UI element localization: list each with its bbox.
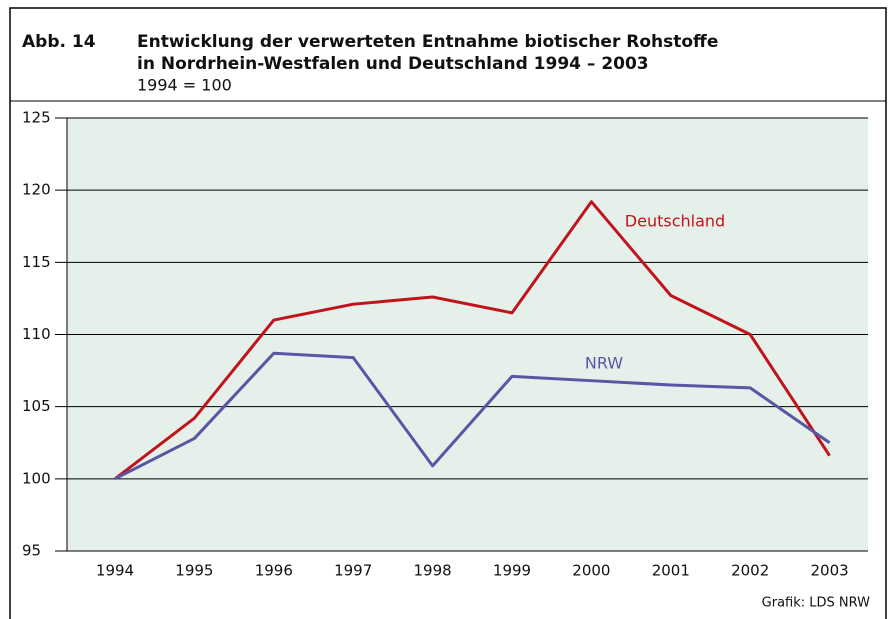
frame xyxy=(9,7,887,619)
figure-label: Abb. 14 xyxy=(22,32,96,52)
x-tick-label: 2002 xyxy=(731,562,769,580)
x-tick-label: 1994 xyxy=(96,562,134,580)
chart-subtitle: 1994 = 100 xyxy=(137,76,232,95)
y-tick-label: 120 xyxy=(22,181,51,199)
x-tick-label: 1998 xyxy=(414,562,452,580)
x-tick-label: 1999 xyxy=(493,562,531,580)
y-tick-label: 110 xyxy=(22,325,51,343)
line xyxy=(114,200,831,481)
x-tick-label: 1997 xyxy=(334,562,372,580)
y-tick-label: 115 xyxy=(22,253,51,271)
y-tick-label: 105 xyxy=(22,397,51,415)
x-tick-label: 2003 xyxy=(811,562,849,580)
x-tick-label: 1995 xyxy=(175,562,213,580)
x-tick-label: 1996 xyxy=(255,562,293,580)
chart-title: in Nordrhein-Westfalen und Deutschland 1… xyxy=(137,54,649,74)
x-tick-label: 2001 xyxy=(652,562,690,580)
y-tick-label: 100 xyxy=(22,469,51,487)
chart-title: Entwicklung der verwerteten Entnahme bio… xyxy=(137,32,718,52)
series-label: Deutschland xyxy=(625,212,725,231)
y-tick-label: 125 xyxy=(22,109,51,127)
series-label: NRW xyxy=(585,354,623,373)
x-tick-label: 2000 xyxy=(572,562,610,580)
line xyxy=(114,351,831,481)
y-tick-label: 95 xyxy=(22,542,41,560)
source: Grafik: LDS NRW xyxy=(762,596,870,611)
